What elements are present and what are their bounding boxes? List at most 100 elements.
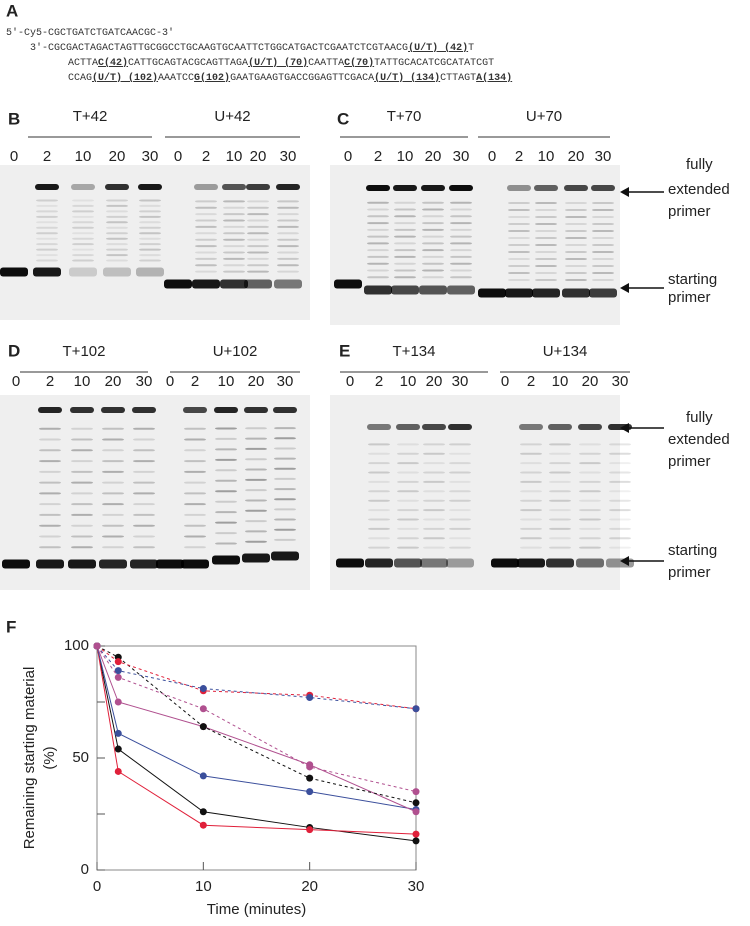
gel-band	[367, 262, 389, 265]
gel-band	[72, 204, 94, 207]
gel-band	[274, 427, 296, 430]
gel-band	[214, 407, 238, 413]
lane-label: 10	[74, 373, 91, 390]
gel-band	[592, 272, 614, 274]
gel-band	[367, 228, 389, 231]
gel-band	[71, 503, 93, 506]
gel-band	[609, 499, 631, 502]
gel-band	[423, 546, 445, 549]
gel-band	[36, 232, 58, 235]
gel-band	[39, 438, 61, 441]
gel-band	[397, 527, 419, 530]
gel-band	[508, 237, 530, 239]
sequence-segment: G(102)	[194, 72, 230, 84]
gel-band	[277, 257, 299, 260]
gel-band	[132, 407, 156, 413]
panel-label: D	[8, 341, 20, 360]
gel-band	[106, 259, 128, 262]
lane-label: 0	[501, 373, 509, 390]
gel-band	[397, 546, 419, 549]
gel-band	[244, 407, 268, 413]
gel-band	[277, 245, 299, 248]
gel-band	[223, 206, 245, 209]
gel-band	[579, 537, 601, 540]
gel-band	[222, 184, 246, 190]
gel-band	[397, 490, 419, 493]
gel-band	[38, 407, 62, 413]
lane-label: 20	[109, 148, 126, 165]
gel-band	[520, 509, 542, 512]
gel-band	[139, 259, 161, 262]
data-point	[199, 685, 207, 693]
gel-band	[274, 498, 296, 501]
sequence-segment: (U/T) (70)	[248, 57, 308, 69]
gel-band	[450, 228, 472, 231]
sequence-segment: C(70)	[344, 57, 374, 69]
data-point	[306, 826, 314, 834]
sequence-segment: CCAG	[68, 73, 92, 84]
gel-band	[39, 513, 61, 516]
gel-band	[71, 460, 93, 463]
lane-label: 30	[280, 148, 297, 165]
lane-label: 0	[174, 148, 182, 165]
lane-label: 2	[43, 148, 51, 165]
gel-band	[505, 288, 533, 298]
gel-band	[277, 251, 299, 254]
gel-band	[449, 527, 471, 530]
gel-band	[394, 269, 416, 272]
gel-band	[245, 520, 267, 523]
gel-band	[277, 264, 299, 267]
gel-band	[397, 509, 419, 512]
gel-band	[99, 559, 127, 569]
gel-band	[245, 447, 267, 450]
gel-band	[274, 457, 296, 460]
gel-band	[449, 185, 473, 191]
gel-band	[184, 513, 206, 516]
gel-band	[223, 251, 245, 254]
gel-band	[72, 210, 94, 213]
gel-band	[535, 216, 557, 218]
gel-band	[520, 546, 542, 549]
gel-band	[277, 219, 299, 222]
gel-band	[102, 492, 124, 495]
gel-band	[565, 279, 587, 281]
gel-band	[184, 546, 206, 549]
gel-band	[368, 546, 390, 549]
gel-band	[367, 201, 389, 204]
gel-band	[579, 452, 601, 455]
gel-band	[215, 448, 237, 451]
gel-band	[520, 518, 542, 521]
panel-label: A	[6, 1, 18, 20]
gel-band	[71, 524, 93, 527]
gel-band	[394, 215, 416, 218]
gel-band	[535, 209, 557, 211]
gel-band	[245, 509, 267, 512]
gel-band	[565, 202, 587, 204]
gel-band	[277, 225, 299, 228]
lane-label: 0	[344, 148, 352, 165]
sequence-segment: (U/T) (42)	[408, 42, 468, 54]
gel-band	[397, 452, 419, 455]
gel-band	[72, 215, 94, 218]
gel-band	[71, 481, 93, 484]
gel-band	[450, 276, 472, 279]
lane-group-label: T+102	[63, 343, 106, 360]
gel-band	[565, 237, 587, 239]
gel-annotation: fully extended primer	[668, 409, 730, 470]
gel-band	[247, 270, 269, 273]
sequence-segment: 3'-CGCGACTAGACTAGTTGCGGCCTGCAAGTGCAATTCT…	[30, 42, 408, 54]
lane-label: 20	[426, 373, 443, 390]
gel-band	[184, 535, 206, 538]
gel-band	[422, 208, 444, 211]
data-point	[114, 745, 122, 753]
gel-band	[106, 226, 128, 229]
gel-band	[450, 201, 472, 204]
data-point	[412, 788, 420, 796]
gel-band	[565, 265, 587, 267]
gel-band	[247, 245, 269, 248]
gel-band	[195, 200, 217, 203]
lane-group-label: U+134	[543, 343, 588, 360]
gel-band	[195, 238, 217, 241]
gel-band	[394, 276, 416, 279]
gel-band	[535, 272, 557, 274]
